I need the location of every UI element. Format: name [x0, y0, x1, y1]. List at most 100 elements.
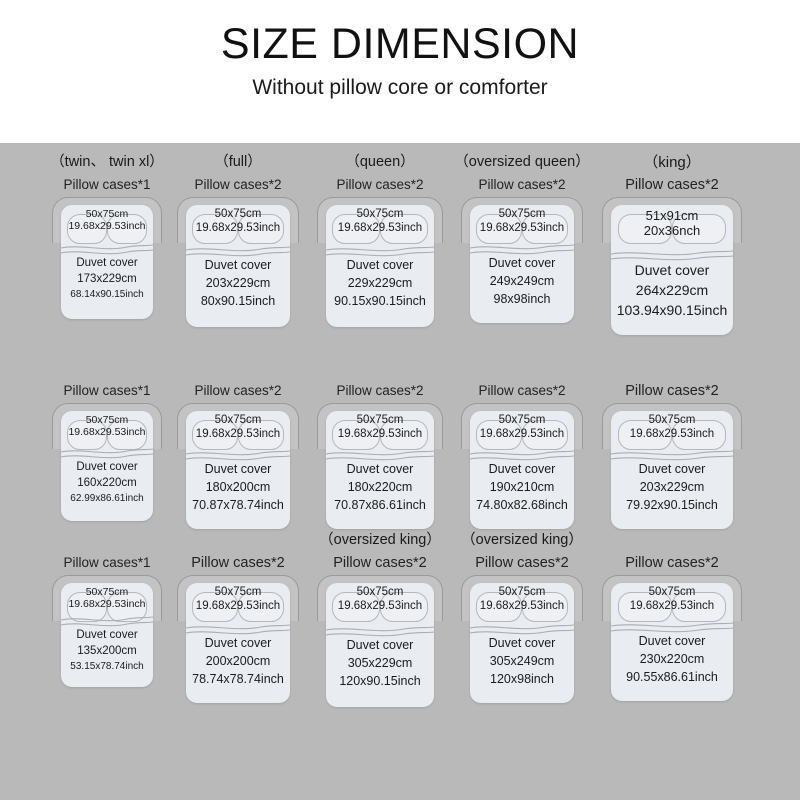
- pillow-shape-right: [107, 214, 148, 244]
- pillow-size-cm: 50x75cm: [214, 414, 262, 426]
- bed-diagram: 50x75cm 19.68x29.53inch Duvet cover 249x249…: [461, 197, 583, 323]
- size-card: （twin、 twin xl） Pillow cases*1 50x75cm 19.6…: [27, 155, 187, 319]
- duvet-dimensions: Duvet cover 229x229cm 90.15x90.15inch: [326, 257, 434, 310]
- pillow-shape-left: [66, 420, 107, 450]
- blanket-fold-lines: [611, 449, 733, 463]
- pillow-size-cm: 50x75cm: [356, 208, 404, 220]
- pillow-size-inch: 19.68x29.53inch: [337, 599, 423, 612]
- blanket-fold-lines: [326, 245, 434, 259]
- pillow-shape-right: [672, 214, 726, 244]
- bed-diagram: 50x75cm 19.68x29.53inch Duvet cover 229x229…: [317, 197, 443, 327]
- duvet-size-cm: 249x249cm: [489, 273, 555, 288]
- blanket-fold-lines: [61, 615, 153, 629]
- pillow-cases-label: Pillow cases*2: [625, 383, 719, 399]
- pillow-shape-right: [380, 592, 428, 622]
- size-card: Pillow cases*2 50x75cm 19.68x29.53inch Duve…: [592, 361, 752, 529]
- duvet-size-inch: 53.15x78.74inch: [70, 660, 144, 672]
- blanket-fold-lines: [611, 621, 733, 635]
- pillow-shape-right: [522, 214, 568, 244]
- duvet-size-cm: 173x229cm: [77, 273, 137, 286]
- pillow-shape-left: [618, 214, 672, 244]
- size-card-group-label: [158, 533, 318, 552]
- duvet-size-inch: 120x90.15inch: [339, 673, 421, 688]
- page-title: SIZE DIMENSION: [220, 20, 580, 68]
- duvet-size-cm: 135x200cm: [77, 645, 137, 658]
- size-card: （oversized queen） Pillow cases*2 50x75cm 19…: [442, 155, 602, 323]
- duvet-size-inch: 98x98inch: [493, 291, 551, 306]
- mattress-shape: [470, 583, 574, 703]
- pillow-cases-label: Pillow cases*2: [625, 555, 719, 571]
- blanket-fold-lines: [326, 625, 434, 639]
- pillow-shape-right: [672, 592, 726, 622]
- size-card: （oversized king） Pillow cases*2 50x75cm 19.…: [442, 533, 602, 703]
- pillow-size-inch: 19.68x29.53inch: [68, 220, 146, 233]
- duvet-dimensions: Duvet cover 200x200cm 78.74x78.74inch: [186, 635, 290, 688]
- pillow-size-inch: 19.68x29.53inch: [479, 599, 565, 612]
- duvet-size-inch: 90.15x90.15inch: [334, 293, 426, 308]
- pillow-dimensions: 50x75cm 19.68x29.53inch: [611, 414, 733, 441]
- bed-diagram: 51x91cm 20x36nch Duvet cover 264x229cm 103.9…: [602, 197, 742, 335]
- pillow-cases-label: Pillow cases*1: [63, 177, 151, 192]
- mattress-shape: [326, 411, 434, 529]
- pillow-size-cm: 50x75cm: [498, 208, 546, 220]
- duvet-dimensions: Duvet cover 203x229cm 80x90.15inch: [186, 257, 290, 310]
- duvet-cover-label: Duvet cover: [488, 462, 556, 476]
- blanket-fold-lines: [326, 449, 434, 463]
- pillow-shape-right: [238, 214, 284, 244]
- size-card-group-label: [592, 533, 752, 552]
- pillow-dimensions: 50x75cm 19.68x29.53inch: [61, 208, 153, 233]
- duvet-size-inch: 62.99x86.61inch: [70, 492, 144, 504]
- pillow-cases-label: Pillow cases*2: [625, 177, 719, 193]
- pillow-size-cm: 50x75cm: [214, 208, 262, 220]
- pillow-shape-left: [192, 592, 238, 622]
- pillow-cases-label: Pillow cases*1: [63, 555, 151, 570]
- bed-diagram: 50x75cm 19.68x29.53inch Duvet cover 305x229…: [317, 575, 443, 707]
- size-card-group-label: （oversized king）: [319, 532, 441, 548]
- pillow-shape-left: [66, 214, 107, 244]
- pillow-cases-label: Pillow cases*1: [63, 383, 151, 398]
- pillow-shape-left: [476, 214, 522, 244]
- bed-diagram: 50x75cm 19.68x29.53inch Duvet cover 230x220…: [602, 575, 742, 701]
- pillow-dimensions: 50x75cm 19.68x29.53inch: [186, 208, 290, 235]
- duvet-dimensions: Duvet cover 230x220cm 90.55x86.61inch: [611, 633, 733, 686]
- pillow-size-inch: 19.68x29.53inch: [68, 426, 146, 439]
- size-card-group-label: （king）: [643, 154, 701, 171]
- mattress-shape: [470, 205, 574, 323]
- size-card-group-label: [592, 361, 752, 380]
- pillow-size-inch: 19.68x29.53inch: [479, 427, 565, 440]
- mattress-shape: [326, 205, 434, 327]
- duvet-dimensions: Duvet cover 190x210cm 74.80x82.68inch: [470, 461, 574, 514]
- duvet-size-inch: 70.87x86.61inch: [334, 497, 426, 512]
- duvet-size-inch: 103.94x90.15inch: [616, 301, 728, 318]
- mattress-shape: [186, 205, 290, 327]
- size-card: Pillow cases*2 50x75cm 19.68x29.53inch Duve…: [592, 533, 752, 701]
- duvet-size-inch: 70.87x78.74inch: [192, 497, 284, 512]
- duvet-size-cm: 203x229cm: [205, 275, 271, 290]
- size-card-group-label: [158, 361, 318, 380]
- duvet-size-cm: 200x200cm: [205, 653, 271, 668]
- duvet-size-inch: 68.14x90.15inch: [70, 288, 144, 300]
- pillow-shape-right: [380, 420, 428, 450]
- duvet-cover-label: Duvet cover: [204, 636, 272, 650]
- pillow-size-cm: 50x75cm: [356, 586, 404, 598]
- duvet-cover-label: Duvet cover: [76, 461, 138, 473]
- pillow-shape-right: [672, 420, 726, 450]
- pillow-cases-label: Pillow cases*2: [478, 383, 566, 398]
- pillow-size-inch: 19.68x29.53inch: [68, 598, 146, 611]
- duvet-size-cm: 190x210cm: [489, 479, 555, 494]
- size-card-group-label: （full）: [214, 154, 262, 170]
- mattress-shape: [470, 411, 574, 529]
- pillow-size-cm: 50x75cm: [648, 586, 696, 598]
- pillow-cases-label: Pillow cases*2: [333, 555, 427, 571]
- pillow-size-inch: 19.68x29.53inch: [479, 221, 565, 234]
- size-card: （full） Pillow cases*2 50x75cm 19.68x29.53in…: [158, 155, 318, 327]
- pillow-dimensions: 50x75cm 19.68x29.53inch: [611, 586, 733, 613]
- duvet-cover-label: Duvet cover: [204, 258, 272, 272]
- bed-diagram: 50x75cm 19.68x29.53inch Duvet cover 180x200…: [177, 403, 299, 529]
- pillow-size-inch: 19.68x29.53inch: [195, 427, 281, 440]
- size-card: Pillow cases*1 50x75cm 19.68x29.53inch Duve…: [27, 361, 187, 521]
- pillow-size-cm: 50x75cm: [498, 586, 546, 598]
- duvet-cover-label: Duvet cover: [346, 462, 414, 476]
- duvet-cover-label: Duvet cover: [638, 462, 706, 476]
- pillow-shape-right: [380, 214, 428, 244]
